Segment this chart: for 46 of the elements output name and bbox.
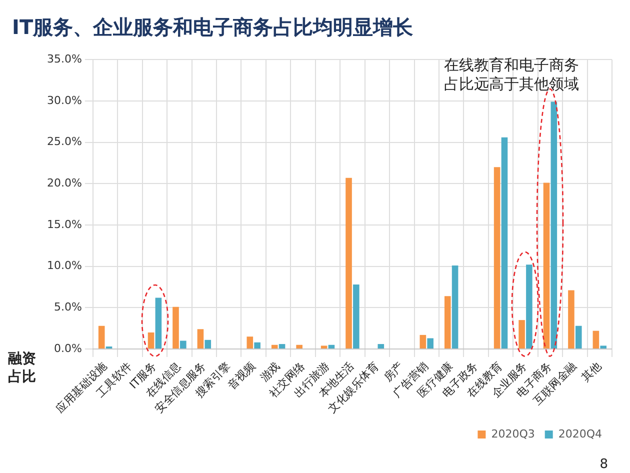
y-tick-label: 0.0%: [54, 342, 82, 355]
bar: [600, 346, 606, 348]
bar: [378, 344, 384, 348]
legend-label: 2020Q4: [558, 427, 602, 440]
bar: [494, 167, 500, 348]
bar: [427, 338, 434, 348]
bar: [575, 326, 582, 348]
bar: [568, 290, 574, 348]
y-axis-title: 融资占比: [8, 350, 37, 386]
y-tick-label: 30.0%: [46, 94, 82, 107]
y-tick-label: 25.0%: [46, 135, 82, 148]
bar: [518, 320, 525, 348]
bar: [254, 342, 260, 348]
bar: [296, 344, 302, 348]
bar: [592, 330, 600, 348]
bar: [172, 306, 179, 348]
text: 8: [600, 457, 608, 472]
bar: [148, 332, 154, 348]
bar: [320, 346, 328, 348]
y-tick-label: 5.0%: [54, 300, 82, 314]
annotation: 在线教育和电子商务占比远高于其他领域: [444, 56, 580, 94]
bar: [180, 340, 186, 348]
bar: [197, 329, 204, 348]
y-tick-label: 35.0%: [46, 52, 82, 66]
x-tick-label: 其他: [579, 360, 604, 384]
bar: [526, 264, 532, 348]
bar: [278, 344, 286, 348]
legend-label: 2020Q3: [491, 427, 535, 440]
bar: [271, 344, 278, 348]
bar: [246, 336, 254, 348]
bar: [155, 298, 162, 348]
bar: [452, 265, 458, 348]
bar: [328, 344, 335, 348]
bar: [420, 334, 426, 348]
bar: [98, 326, 105, 348]
chart-title: IT服务、企业服务和电子商务占比均明显增长: [11, 14, 414, 41]
bar: [204, 340, 212, 348]
y-tick-label: 10.0%: [46, 259, 82, 272]
bar: [550, 102, 558, 348]
y-tick-label: 15.0%: [46, 218, 82, 231]
bar: [501, 137, 508, 348]
y-tick-label: 20.0%: [46, 176, 82, 190]
bar: [444, 296, 451, 348]
bar: [543, 182, 550, 348]
bar: [346, 178, 352, 348]
bar: [353, 284, 360, 348]
